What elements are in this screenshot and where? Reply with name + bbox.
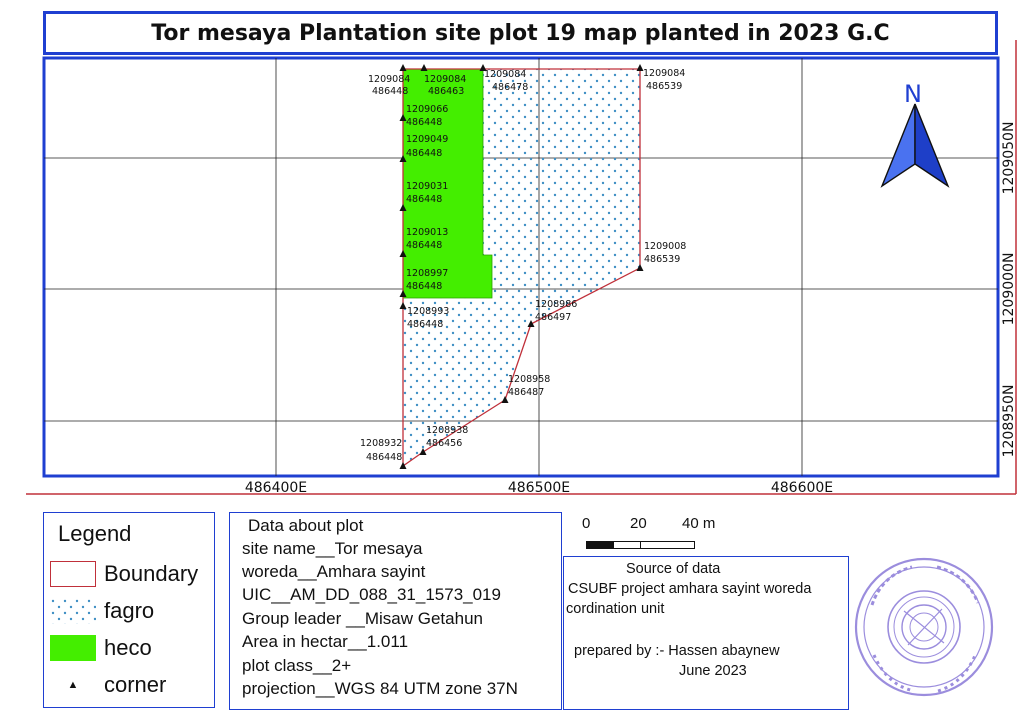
legend-label: Boundary — [104, 561, 199, 586]
easting-label: 486600E — [771, 480, 833, 496]
legend-item-boundary: Boundary — [50, 559, 198, 589]
corner-label: 486448 — [406, 117, 442, 128]
scale-label: 0 — [582, 515, 591, 532]
corner-label: 1208932 — [360, 438, 402, 449]
corner-label: 486448 — [406, 240, 442, 251]
scale-label: 20 — [630, 515, 647, 532]
plot-info-line: UIC__AM_DD_088_31_1573_019 — [242, 585, 501, 604]
corner-label: 1209084 — [484, 69, 526, 80]
corner-label: 486539 — [644, 254, 680, 265]
corner-label: 486539 — [646, 81, 682, 92]
plot-info-line: Group leader __Misaw Getahun — [242, 609, 483, 628]
corner-label: 486448 — [407, 319, 443, 330]
corner-label: 1209031 — [406, 181, 448, 192]
corner-label: 1208986 — [535, 299, 577, 310]
corner-marker — [399, 302, 407, 309]
corner-marker — [399, 114, 407, 121]
official-stamp — [854, 557, 994, 697]
legend-label: fagro — [104, 598, 155, 623]
corner-marker — [399, 204, 407, 211]
corner-marker — [501, 396, 509, 403]
corner-label: 1209049 — [406, 134, 448, 145]
northing-label: 1209000N — [1001, 253, 1017, 326]
easting-label: 486500E — [508, 480, 570, 496]
corner-label: 486448 — [372, 86, 408, 97]
corner-label: 486487 — [508, 387, 544, 398]
corner-marker — [527, 320, 535, 327]
source-line: June 2023 — [679, 663, 747, 679]
corner-marker — [399, 462, 407, 469]
corner-marker — [479, 64, 487, 71]
corner-marker — [420, 64, 428, 71]
corner-label: 1208938 — [426, 425, 468, 436]
plot-info-line: Area in hectar__1.011 — [242, 632, 409, 651]
corner-label: 486448 — [406, 148, 442, 159]
easting-label: 486400E — [245, 480, 307, 496]
legend-item-corner: ▲ corner — [50, 670, 167, 700]
northing-label: 1209050N — [1001, 122, 1017, 195]
corner-label: 1208997 — [406, 268, 448, 279]
source-line: CSUBF project amhara sayint woreda — [568, 581, 812, 597]
source-line: prepared by :- Hassen abaynew — [574, 643, 780, 659]
fagro-swatch — [50, 598, 96, 624]
corner-markers — [399, 64, 644, 469]
north-label: N — [904, 80, 922, 108]
scale-bar: 0 20 40 m — [580, 515, 730, 555]
legend-item-heco: heco — [50, 633, 152, 663]
source-line: cordination unit — [566, 601, 665, 617]
map-title: Tor mesaya Plantation site plot 19 map p… — [151, 20, 890, 46]
corner-marker — [636, 64, 644, 71]
northing-labels: 1209050N 1209000N 1208950N — [1001, 122, 1017, 458]
corner-label: 1209084 — [424, 74, 466, 85]
corner-label: 486448 — [406, 194, 442, 205]
legend-title: Legend — [58, 521, 132, 546]
corner-label: 1209008 — [644, 241, 686, 252]
corner-labels: 1209084 486448 1209084 486463 1209084 48… — [360, 68, 686, 463]
scale-label: 40 m — [682, 515, 716, 532]
legend-label: heco — [104, 635, 152, 660]
corner-label: 1209084 — [643, 68, 685, 79]
corner-label: 1209066 — [406, 104, 448, 115]
corner-marker — [419, 448, 427, 455]
corner-marker — [636, 264, 644, 271]
source-panel: Source of data CSUBF project amhara sayi… — [563, 556, 849, 710]
plot-info-line: site name__Tor mesaya — [242, 539, 423, 558]
heco-swatch — [50, 635, 96, 661]
map-title-box: Tor mesaya Plantation site plot 19 map p… — [43, 11, 998, 55]
plot-boundary — [402, 68, 641, 468]
corner-label: 1209084 — [368, 74, 410, 85]
scale-bar-graphic — [586, 541, 695, 549]
triangle-icon: ▲ — [67, 679, 79, 691]
corner-label: 486456 — [426, 438, 462, 449]
boundary-swatch — [50, 561, 96, 587]
plot-info-panel: Data about plot site name__Tor mesaya wo… — [229, 512, 562, 710]
corner-label: 486478 — [492, 82, 528, 93]
corner-label: 486463 — [428, 86, 464, 97]
plot-info-line: plot class__2+ — [242, 656, 352, 675]
easting-labels: 486400E 486500E 486600E — [245, 480, 833, 496]
plot-info-heading: Data about plot — [248, 516, 364, 535]
plot-info-line: woreda__Amhara sayint — [242, 562, 426, 581]
corner-marker — [399, 250, 407, 257]
legend-panel: Legend Boundary fagro heco ▲ corner — [43, 512, 215, 708]
north-arrow-icon: N — [880, 80, 950, 188]
legend-label: corner — [104, 672, 167, 697]
corner-label: 1208993 — [407, 306, 449, 317]
corner-marker — [399, 64, 407, 71]
plot-info-line: projection__WGS 84 UTM zone 37N — [242, 679, 518, 698]
corner-label: 486448 — [366, 452, 402, 463]
corner-label: 1209013 — [406, 227, 448, 238]
source-line: Source of data — [626, 561, 721, 577]
corner-swatch: ▲ — [50, 672, 96, 698]
corner-label: 1208958 — [508, 374, 550, 385]
corner-marker — [399, 155, 407, 162]
legend-item-fagro: fagro — [50, 596, 154, 626]
corner-label: 486497 — [535, 312, 571, 323]
northing-label: 1208950N — [1001, 385, 1017, 458]
corner-marker — [399, 290, 407, 297]
corner-label: 486448 — [406, 281, 442, 292]
